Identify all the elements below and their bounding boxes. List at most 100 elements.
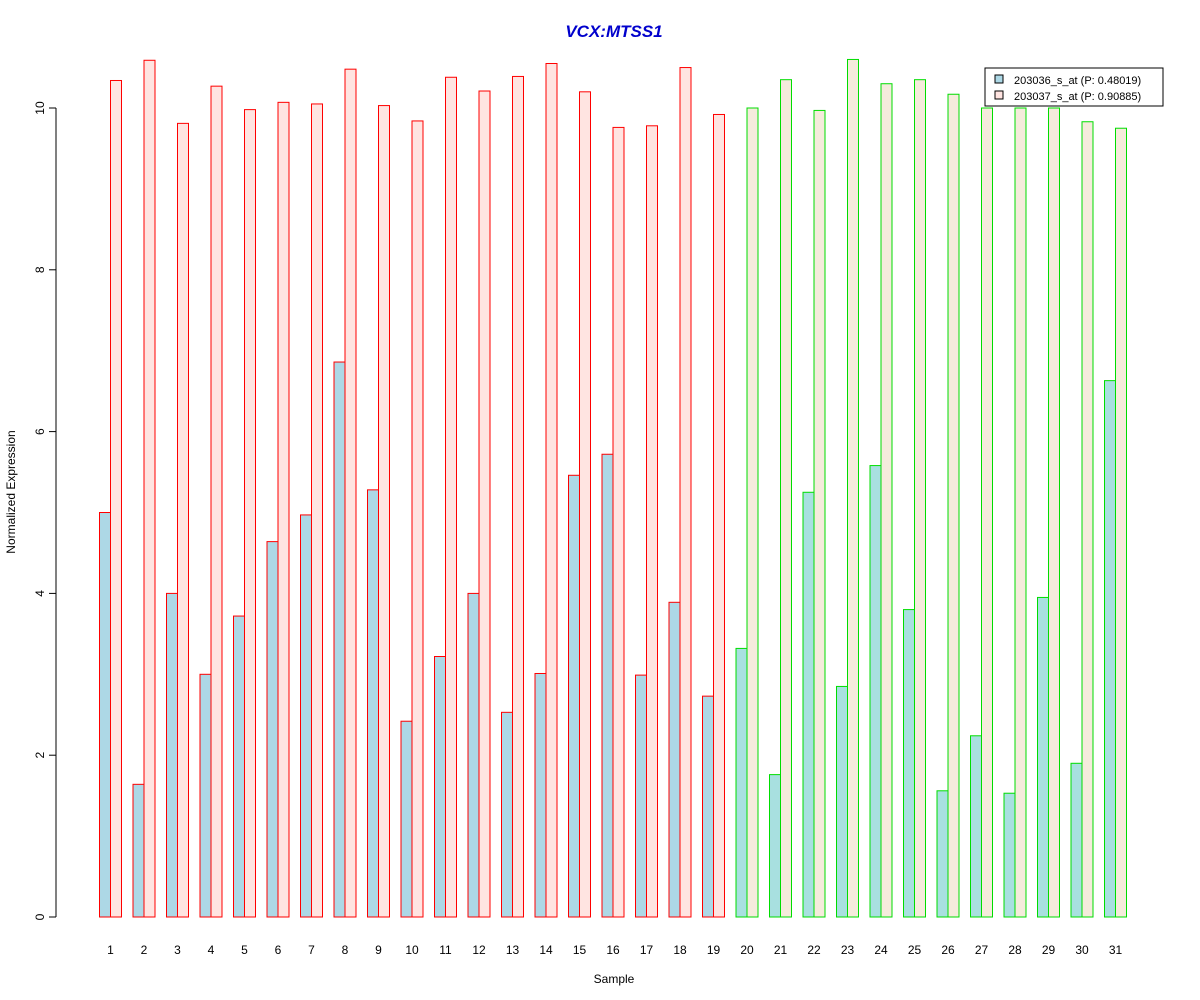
x-tick-label: 27 bbox=[975, 943, 989, 957]
bar-203037-sample-13 bbox=[512, 75, 524, 918]
legend-swatch-series-2 bbox=[994, 90, 1004, 100]
bar-203036-sample-19 bbox=[702, 695, 714, 918]
x-tick-label: 18 bbox=[673, 943, 687, 957]
bar-203036-sample-1 bbox=[99, 512, 111, 918]
bar-203036-sample-31 bbox=[1104, 380, 1116, 918]
bar-203037-sample-26 bbox=[947, 93, 960, 918]
legend-swatch-series-1 bbox=[994, 74, 1004, 84]
bar-203037-sample-6 bbox=[277, 101, 290, 918]
bar-203037-sample-10 bbox=[411, 120, 424, 918]
bar-203036-sample-14 bbox=[534, 672, 547, 918]
bar-203036-sample-2 bbox=[132, 783, 145, 918]
bar-203037-sample-3 bbox=[177, 122, 189, 918]
x-tick-label: 1 bbox=[107, 943, 114, 957]
bar-203036-sample-12 bbox=[467, 592, 480, 918]
x-tick-label: 22 bbox=[807, 943, 821, 957]
x-tick-label: 5 bbox=[241, 943, 248, 957]
x-tick-label: 16 bbox=[606, 943, 620, 957]
bar-203037-sample-29 bbox=[1048, 107, 1060, 918]
bar-203037-sample-22 bbox=[813, 109, 826, 918]
x-tick-label: 14 bbox=[539, 943, 553, 957]
bar-203037-sample-9 bbox=[378, 105, 390, 918]
bar-203036-sample-9 bbox=[367, 489, 379, 918]
bar-203037-sample-7 bbox=[311, 103, 323, 918]
bar-203036-sample-24 bbox=[869, 465, 882, 918]
bar-203037-sample-12 bbox=[478, 90, 491, 918]
bar-203036-sample-15 bbox=[568, 474, 580, 918]
bar-203036-sample-29 bbox=[1037, 596, 1049, 918]
bar-203036-sample-27 bbox=[970, 735, 982, 918]
bar-203036-sample-17 bbox=[635, 674, 647, 918]
x-tick-label: 19 bbox=[707, 943, 721, 957]
x-tick-label: 29 bbox=[1042, 943, 1056, 957]
x-tick-label: 31 bbox=[1109, 943, 1123, 957]
bars-group bbox=[99, 58, 1127, 918]
y-tick-label: 4 bbox=[33, 590, 47, 597]
bar-203036-sample-26 bbox=[936, 790, 949, 918]
bar-203036-sample-7 bbox=[300, 514, 312, 918]
x-tick-label: 15 bbox=[573, 943, 587, 957]
bar-203036-sample-5 bbox=[233, 615, 245, 918]
bar-203036-sample-16 bbox=[601, 453, 614, 918]
y-tick-label: 6 bbox=[33, 428, 47, 435]
bar-203036-sample-22 bbox=[802, 491, 815, 918]
legend-box bbox=[984, 67, 1164, 107]
x-tick-labels: 1 2 3 4 5 6 7 8 9 10 11 12 13 14 15 16 17 18 19 20 21 22 23 24 2… bbox=[107, 943, 1122, 957]
bar-203037-sample-23 bbox=[847, 58, 859, 918]
bar-203036-sample-3 bbox=[166, 592, 178, 918]
bar-203037-sample-4 bbox=[210, 85, 223, 918]
bar-203036-sample-25 bbox=[903, 609, 915, 918]
bar-203037-sample-11 bbox=[445, 76, 457, 918]
x-tick-label: 7 bbox=[308, 943, 315, 957]
x-tick-label: 12 bbox=[472, 943, 486, 957]
bar-203037-sample-27 bbox=[981, 107, 993, 918]
bar-203037-sample-15 bbox=[579, 91, 591, 918]
x-tick-label: 9 bbox=[375, 943, 382, 957]
y-tick-label: 0 bbox=[33, 913, 47, 920]
bar-203037-sample-17 bbox=[646, 125, 658, 918]
bar-203036-sample-18 bbox=[668, 601, 681, 918]
x-axis-label: Sample bbox=[594, 972, 635, 986]
bar-203037-sample-18 bbox=[679, 67, 692, 918]
chart-title: VCX:MTSS1 bbox=[565, 22, 662, 41]
bar-203036-sample-10 bbox=[400, 720, 413, 918]
bar-203037-sample-14 bbox=[545, 63, 558, 918]
bar-203037-sample-20 bbox=[746, 107, 759, 918]
bar-203036-sample-20 bbox=[735, 647, 748, 918]
bar-203036-sample-6 bbox=[266, 541, 279, 918]
bar-203037-sample-5 bbox=[244, 109, 256, 918]
x-tick-label: 3 bbox=[174, 943, 181, 957]
bar-203037-sample-21 bbox=[780, 79, 792, 918]
bar-203037-sample-19 bbox=[713, 113, 725, 918]
x-tick-label: 8 bbox=[342, 943, 349, 957]
bar-203037-sample-30 bbox=[1081, 121, 1094, 918]
x-tick-label: 20 bbox=[740, 943, 754, 957]
x-tick-label: 17 bbox=[640, 943, 654, 957]
x-tick-label: 11 bbox=[439, 943, 452, 957]
x-tick-label: 2 bbox=[141, 943, 148, 957]
y-axis: 0 2 4 6 8 10 bbox=[33, 101, 57, 920]
bar-203037-sample-1 bbox=[110, 79, 122, 918]
bar-203036-sample-11 bbox=[434, 656, 446, 918]
x-tick-label: 26 bbox=[941, 943, 955, 957]
x-tick-label: 21 bbox=[774, 943, 788, 957]
y-tick-label: 8 bbox=[33, 266, 47, 273]
x-tick-label: 24 bbox=[874, 943, 888, 957]
y-axis-label: Normalized Expression bbox=[4, 430, 18, 553]
bar-203037-sample-2 bbox=[143, 59, 156, 918]
x-tick-label: 30 bbox=[1075, 943, 1089, 957]
bar-203037-sample-25 bbox=[914, 79, 926, 918]
bar-203036-sample-13 bbox=[501, 711, 513, 918]
bar-203037-sample-24 bbox=[880, 83, 893, 918]
bar-203037-sample-8 bbox=[344, 68, 357, 918]
legend-label-series-2: 203037_s_at (P: 0.90885) bbox=[1014, 91, 1141, 103]
x-tick-label: 4 bbox=[208, 943, 215, 957]
x-tick-label: 23 bbox=[841, 943, 855, 957]
bar-203036-sample-8 bbox=[333, 361, 346, 918]
legend: 203036_s_at (P: 0.48019) 203037_s_at (P:… bbox=[984, 67, 1164, 107]
x-tick-label: 25 bbox=[908, 943, 922, 957]
x-tick-label: 28 bbox=[1008, 943, 1022, 957]
y-tick-label: 10 bbox=[33, 101, 47, 115]
